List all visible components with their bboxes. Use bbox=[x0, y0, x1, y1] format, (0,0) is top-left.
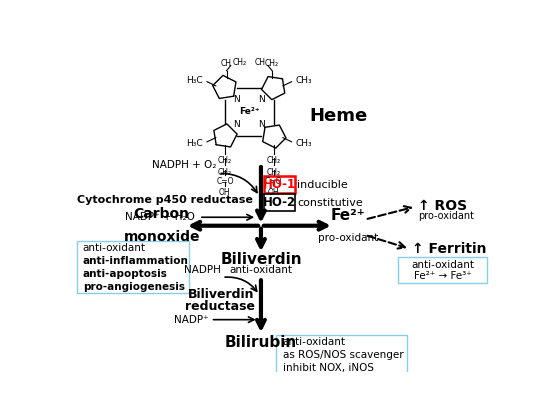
Text: N: N bbox=[258, 120, 265, 129]
Text: anti-oxidant: anti-oxidant bbox=[411, 260, 474, 270]
Text: anti-oxidant: anti-oxidant bbox=[229, 265, 293, 275]
Text: monoxide: monoxide bbox=[124, 230, 200, 245]
Text: OH: OH bbox=[268, 188, 279, 197]
Text: N: N bbox=[234, 120, 240, 129]
Text: CH₂: CH₂ bbox=[265, 59, 279, 68]
Text: OH: OH bbox=[219, 188, 231, 197]
Text: CH: CH bbox=[221, 59, 232, 68]
Text: Heme: Heme bbox=[309, 107, 367, 125]
FancyBboxPatch shape bbox=[398, 257, 487, 283]
Text: as ROS/NOS scavenger: as ROS/NOS scavenger bbox=[283, 350, 403, 360]
Text: NADP⁺: NADP⁺ bbox=[174, 315, 208, 325]
Text: NADPH: NADPH bbox=[184, 265, 221, 275]
Text: anti-oxidant: anti-oxidant bbox=[283, 337, 345, 347]
Text: C=O: C=O bbox=[265, 177, 283, 186]
Text: ↑ Ferritin: ↑ Ferritin bbox=[412, 242, 487, 256]
FancyBboxPatch shape bbox=[76, 241, 189, 293]
Text: pro-angiogenesis: pro-angiogenesis bbox=[82, 282, 185, 292]
Text: NADP⁺ + H₂O: NADP⁺ + H₂O bbox=[125, 212, 195, 222]
Text: C=O: C=O bbox=[216, 177, 234, 186]
Text: ↑ ROS: ↑ ROS bbox=[419, 199, 468, 214]
FancyBboxPatch shape bbox=[277, 335, 406, 375]
Text: H₃C: H₃C bbox=[186, 76, 203, 85]
Text: CH: CH bbox=[255, 58, 266, 67]
Text: Cytochrome p450 reductase: Cytochrome p450 reductase bbox=[78, 195, 253, 205]
Text: inhibit NOX, iNOS: inhibit NOX, iNOS bbox=[283, 363, 373, 373]
Text: pro-oxidant: pro-oxidant bbox=[419, 212, 474, 222]
Text: HO-1: HO-1 bbox=[263, 178, 296, 191]
Text: Carbon: Carbon bbox=[134, 207, 190, 221]
Text: CH₂: CH₂ bbox=[267, 168, 281, 177]
Text: reductase: reductase bbox=[185, 300, 255, 313]
Text: inducible: inducible bbox=[298, 180, 348, 190]
Text: H₃C: H₃C bbox=[186, 139, 203, 148]
Text: NADPH + O₂: NADPH + O₂ bbox=[152, 160, 216, 170]
FancyBboxPatch shape bbox=[264, 176, 295, 194]
Text: N: N bbox=[258, 95, 265, 104]
Text: CH₃: CH₃ bbox=[296, 139, 312, 148]
Text: anti-inflammation: anti-inflammation bbox=[82, 256, 189, 266]
Text: Fe²⁺: Fe²⁺ bbox=[239, 107, 260, 116]
Text: Fe²⁺ → Fe³⁺: Fe²⁺ → Fe³⁺ bbox=[414, 271, 471, 281]
Text: CH₂: CH₂ bbox=[267, 156, 281, 165]
Text: CH₂: CH₂ bbox=[233, 58, 247, 67]
Text: CH₃: CH₃ bbox=[296, 76, 312, 85]
Text: CH₂: CH₂ bbox=[218, 168, 232, 177]
Text: pro-oxidant: pro-oxidant bbox=[318, 233, 378, 243]
Text: N: N bbox=[234, 95, 240, 104]
Text: Biliverdin: Biliverdin bbox=[220, 252, 302, 267]
FancyBboxPatch shape bbox=[264, 194, 295, 211]
Text: CH₂: CH₂ bbox=[218, 156, 232, 165]
Text: Fe²⁺: Fe²⁺ bbox=[331, 208, 365, 223]
Text: Biliverdin: Biliverdin bbox=[188, 288, 255, 301]
Text: anti-oxidant: anti-oxidant bbox=[82, 243, 146, 252]
Text: Bilirubin: Bilirubin bbox=[225, 335, 297, 350]
Text: constitutive: constitutive bbox=[298, 198, 363, 208]
Text: anti-apoptosis: anti-apoptosis bbox=[82, 269, 168, 279]
Text: HO-2: HO-2 bbox=[263, 196, 296, 209]
